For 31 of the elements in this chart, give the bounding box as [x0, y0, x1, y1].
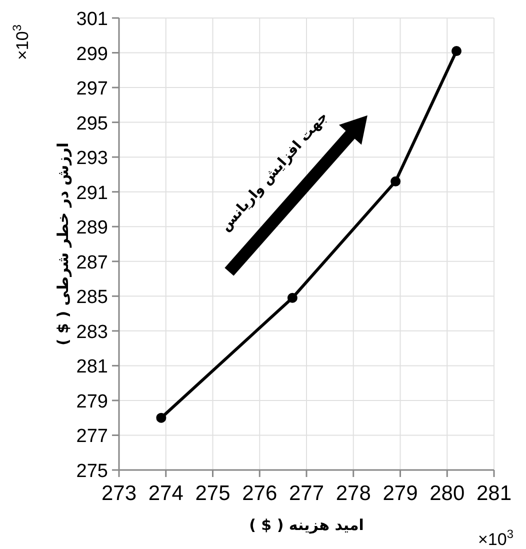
- text: ×10$^{3}$: [478, 527, 514, 549]
- point: [156, 412, 166, 423]
- x-tick-label: 278: [336, 482, 371, 505]
- y-tick-label: 297: [76, 78, 108, 100]
- x-tick-label: 277: [288, 482, 324, 505]
- y-tick-label: 283: [76, 322, 108, 343]
- y-tick-label: 295: [76, 113, 108, 134]
- y-tick-label: 277: [76, 426, 108, 448]
- y-tick-label: 279: [76, 391, 108, 412]
- y-tick-label: 299: [76, 44, 108, 65]
- x-tick-label: 280: [430, 482, 465, 505]
- y-tick-label: 285: [76, 287, 108, 308]
- annotation: جهت افزایش واریانس: [217, 108, 332, 235]
- x-tick-label: 275: [195, 482, 230, 505]
- point: [390, 176, 401, 186]
- y-axis-title: ارزش در خطر شرطی ( $ ): [54, 142, 72, 346]
- point: [287, 292, 298, 303]
- y-tick-label: 291: [76, 182, 108, 204]
- y-tick-label: 301: [76, 9, 108, 30]
- y-tick-label: 287: [76, 252, 108, 274]
- x-tick-label: 273: [101, 482, 137, 505]
- y-tick-label: 275: [76, 461, 108, 482]
- x-tick-label: 281: [476, 482, 512, 505]
- y-tick-label: 293: [76, 148, 108, 170]
- y-tick-label: 289: [76, 218, 108, 239]
- x-tick-label: 279: [382, 482, 418, 505]
- x-tick-label: 274: [148, 482, 184, 505]
- y-tick-label: 281: [76, 356, 108, 378]
- x-tick-label: 276: [242, 482, 278, 505]
- point: [452, 46, 462, 56]
- x-axis-title: امید هزینه ( $ ): [249, 516, 364, 534]
